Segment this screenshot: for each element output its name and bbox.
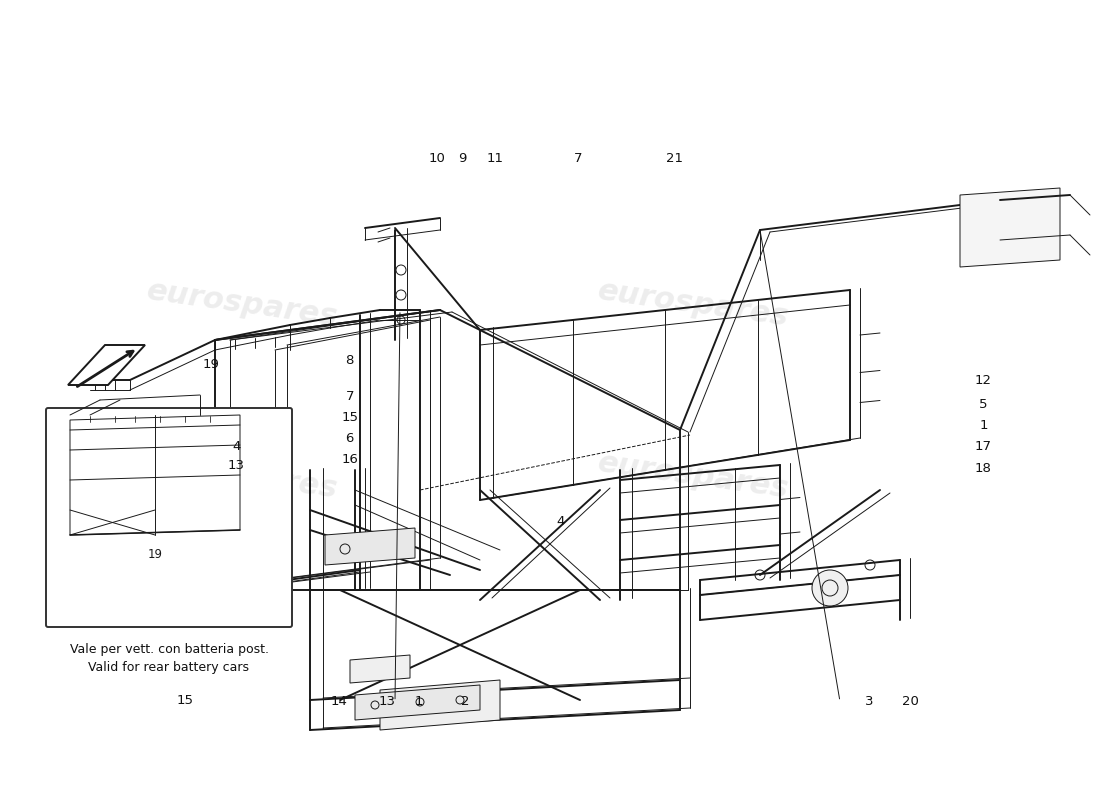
FancyBboxPatch shape xyxy=(46,408,292,627)
Text: 12: 12 xyxy=(975,374,992,386)
Text: 7: 7 xyxy=(345,390,354,402)
Text: 10: 10 xyxy=(428,152,446,165)
Text: 3: 3 xyxy=(865,695,873,708)
Text: 14: 14 xyxy=(330,695,348,708)
Text: 5: 5 xyxy=(979,398,988,410)
Text: 21: 21 xyxy=(666,152,683,165)
Text: Vale per vett. con batteria post.: Vale per vett. con batteria post. xyxy=(69,643,268,656)
Text: 15: 15 xyxy=(176,694,194,706)
Text: 16: 16 xyxy=(341,454,359,466)
Text: 4: 4 xyxy=(232,440,241,453)
Text: 6: 6 xyxy=(345,432,354,445)
Text: 20: 20 xyxy=(902,695,920,708)
Text: 19: 19 xyxy=(202,358,220,370)
Polygon shape xyxy=(324,528,415,565)
Text: 4: 4 xyxy=(557,515,565,528)
Polygon shape xyxy=(379,680,500,730)
Text: 19: 19 xyxy=(147,548,163,561)
Text: Valid for rear battery cars: Valid for rear battery cars xyxy=(88,661,250,674)
Text: eurospares: eurospares xyxy=(144,276,340,332)
Polygon shape xyxy=(350,655,410,683)
Text: 17: 17 xyxy=(975,440,992,453)
Text: 8: 8 xyxy=(345,354,354,366)
Text: eurospares: eurospares xyxy=(595,448,791,504)
Text: 13: 13 xyxy=(378,695,396,708)
Text: 1: 1 xyxy=(979,419,988,432)
Text: 18: 18 xyxy=(975,462,992,474)
Text: 7: 7 xyxy=(574,152,583,165)
Polygon shape xyxy=(355,685,480,720)
Text: 11: 11 xyxy=(486,152,504,165)
Text: 2: 2 xyxy=(461,695,470,708)
Text: 13: 13 xyxy=(228,459,245,472)
Text: 15: 15 xyxy=(341,411,359,424)
Text: 9: 9 xyxy=(458,152,466,165)
Text: eurospares: eurospares xyxy=(595,276,791,332)
Text: eurospares: eurospares xyxy=(144,448,340,504)
Polygon shape xyxy=(960,188,1060,267)
Polygon shape xyxy=(68,345,145,385)
Text: 1: 1 xyxy=(415,695,424,708)
Circle shape xyxy=(812,570,848,606)
